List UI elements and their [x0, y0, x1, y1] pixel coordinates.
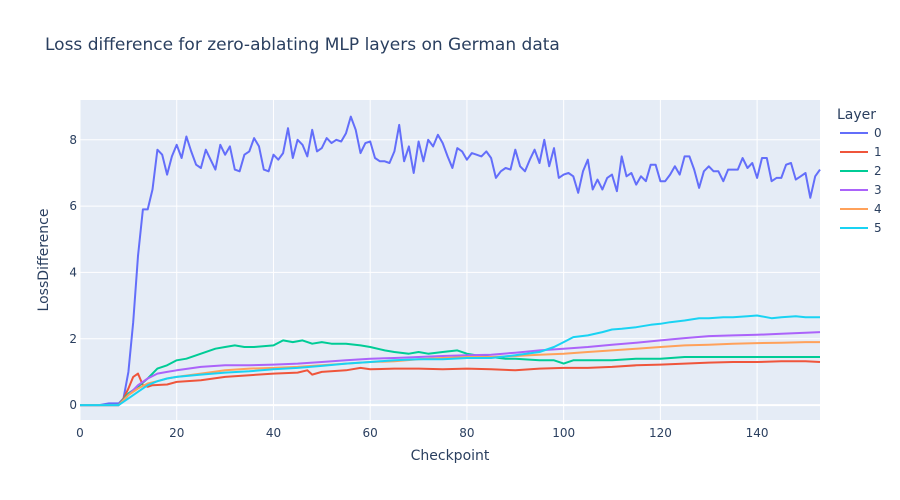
series-line-layer-5: [80, 314, 820, 407]
legend-label: 0: [874, 126, 882, 140]
y-tick-label: 2: [69, 332, 77, 346]
x-axis-title: Checkpoint: [411, 448, 490, 464]
gridlines: [79, 100, 820, 420]
x-axis-ticks: 0 20 40 60 80 100 120 140: [76, 426, 768, 440]
legend-label: 3: [874, 183, 882, 197]
legend-label: 1: [874, 145, 882, 159]
legend: Layer 0 1 2 3 4 5: [837, 107, 882, 235]
chart-title: Loss difference for zero-ablating MLP la…: [45, 35, 560, 55]
x-tick-label: 0: [76, 426, 84, 440]
x-tick-label: 100: [552, 426, 575, 440]
x-tick-label: 20: [169, 426, 184, 440]
x-tick-label: 60: [363, 426, 378, 440]
x-tick-label: 40: [266, 426, 281, 440]
x-tick-label: 120: [649, 426, 672, 440]
x-tick-label: 140: [746, 426, 769, 440]
legend-title: Layer: [837, 107, 876, 123]
legend-label: 2: [874, 164, 882, 178]
y-tick-label: 0: [69, 398, 77, 412]
series-line-layer-3: [80, 331, 821, 407]
legend-label: 5: [874, 221, 882, 235]
legend-label: 4: [874, 202, 882, 216]
x-tick-label: 80: [459, 426, 474, 440]
y-axis-ticks: 0 2 4 6 8: [69, 133, 77, 412]
series-line-layer-0: [80, 115, 821, 407]
series-line-layer-2: [80, 339, 820, 407]
y-tick-label: 8: [69, 133, 77, 147]
y-tick-label: 6: [69, 199, 77, 213]
y-tick-label: 4: [69, 265, 77, 279]
y-axis-title: LossDifference: [36, 209, 52, 312]
series-lines: [80, 115, 821, 407]
